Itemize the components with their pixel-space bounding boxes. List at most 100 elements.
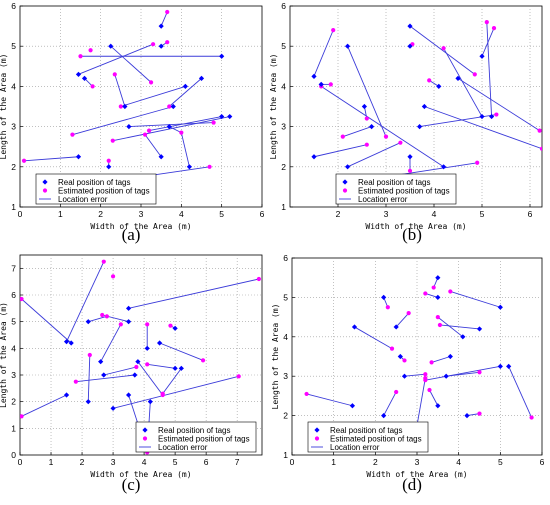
real-point [158, 43, 164, 49]
y-tick-label: 4 [281, 81, 286, 91]
error-line [347, 142, 401, 168]
error-line [313, 29, 334, 77]
estimated-point [340, 134, 345, 139]
y-tick-label: 1 [11, 423, 16, 433]
legend-label: Real position of tags [158, 426, 231, 435]
x-tick-label: 0 [290, 457, 295, 467]
y-tick-label: 4 [11, 81, 16, 91]
real-point [435, 294, 441, 300]
error-line [24, 156, 79, 162]
x-axis-label: Width of the Area (m) [90, 222, 191, 231]
error-line [425, 365, 501, 381]
real-point [101, 372, 107, 378]
real-point [144, 345, 150, 351]
real-point [158, 23, 164, 29]
estimated-point [168, 323, 173, 328]
real-point [460, 334, 466, 340]
x-tick-label: 7 [235, 457, 240, 467]
x-tick-label: 6 [204, 457, 209, 467]
real-point [479, 113, 485, 120]
estimated-point [160, 391, 165, 396]
real-point [349, 403, 356, 409]
error-line [424, 106, 542, 150]
real-point [393, 324, 399, 330]
real-point [489, 113, 495, 120]
plot-frame [289, 5, 543, 208]
error-line [320, 86, 444, 168]
real-point [158, 154, 164, 160]
estimated-point [394, 389, 399, 395]
legend-box [135, 421, 257, 453]
error-line [78, 43, 154, 75]
y-tick-label: 7 [11, 263, 16, 273]
estimated-point [167, 104, 172, 109]
real-point [421, 103, 427, 110]
legend-label: Estimated position of tags [358, 187, 450, 196]
y-tick-label: 2 [11, 397, 16, 407]
x-tick-label: 5 [219, 209, 224, 219]
real-point [106, 164, 112, 170]
real-point [157, 340, 163, 346]
error-line [457, 77, 540, 131]
estimated-point [383, 134, 389, 139]
estimated-point [200, 358, 206, 363]
estimated-point [207, 164, 212, 169]
chart-panel-3: 0 1 2 3 4 5 6 7 0 1 2 3 4 5 6 7 Width of the Area (m) Len… [0, 254, 263, 479]
x-tick-label: 6 [528, 209, 533, 219]
real-point [172, 365, 178, 371]
error-line [112, 116, 230, 142]
estimated-point [110, 138, 115, 143]
y-tick-label: 1 [283, 450, 288, 460]
error-line [128, 278, 259, 309]
real-point [479, 53, 485, 59]
error-line [114, 74, 126, 107]
error-line [395, 312, 410, 328]
real-point [476, 326, 483, 332]
real-point [125, 305, 132, 311]
estimated-point [364, 142, 369, 147]
estimated-point [106, 158, 111, 163]
estimated-point [211, 120, 216, 125]
legend-label: Estimated position of tags [58, 187, 150, 196]
real-point [182, 83, 188, 89]
estimated-point [477, 411, 482, 416]
legend-label: Estimated position of tags [158, 435, 250, 444]
legend-real-marker [342, 179, 348, 185]
y-tick-label: 3 [283, 371, 288, 381]
estimated-point [423, 291, 428, 296]
error-line [160, 11, 168, 27]
estimated-point [437, 322, 443, 328]
error-line [148, 116, 222, 132]
real-point [81, 75, 88, 81]
real-point [345, 164, 351, 170]
estimated-point [236, 374, 241, 379]
real-point [125, 319, 132, 325]
estimated-point [88, 48, 93, 53]
estimated-point [165, 40, 170, 45]
chart-panel-2: 2 3 4 5 6 1 2 3 4 5 6 Width of the Area (m) Length o… [269, 1, 543, 231]
estimated-point [429, 360, 434, 365]
error-line [120, 85, 186, 107]
estimated-point [165, 9, 170, 15]
real-point [63, 339, 70, 345]
real-point [172, 325, 178, 331]
y-tick-label: 2 [281, 162, 286, 172]
real-point [506, 363, 512, 369]
x-tick-label: 4 [179, 209, 184, 219]
x-tick-label: 1 [49, 457, 54, 467]
estimated-point [118, 104, 123, 109]
legend-real-marker [42, 179, 48, 185]
x-tick-label: 3 [415, 457, 420, 467]
legend-est-marker [142, 436, 148, 441]
y-axis-label: Length of the Area (m) [0, 302, 8, 408]
estimated-point [179, 130, 184, 135]
estimated-point [148, 80, 154, 85]
error-line [87, 354, 91, 402]
error-line [110, 45, 152, 83]
legend-label: Location error [330, 443, 380, 452]
error-line [168, 78, 202, 107]
